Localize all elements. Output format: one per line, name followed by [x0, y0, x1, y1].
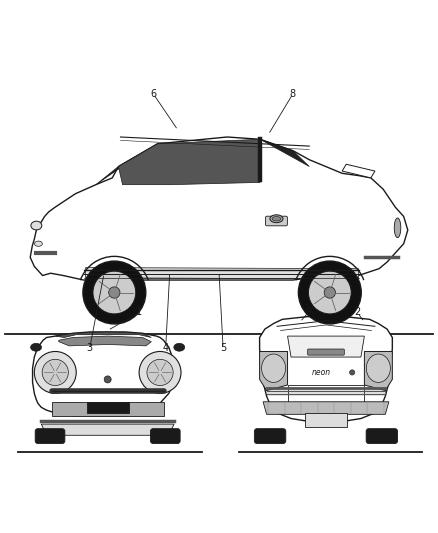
Circle shape [308, 271, 351, 314]
Circle shape [93, 271, 136, 314]
Circle shape [350, 370, 355, 375]
FancyBboxPatch shape [35, 429, 65, 443]
Circle shape [42, 359, 68, 385]
Polygon shape [85, 268, 359, 279]
Polygon shape [87, 402, 129, 413]
Circle shape [34, 351, 76, 393]
Polygon shape [96, 144, 157, 184]
FancyBboxPatch shape [150, 429, 180, 443]
Circle shape [298, 261, 361, 324]
Ellipse shape [270, 215, 283, 223]
Polygon shape [288, 385, 364, 410]
Polygon shape [263, 402, 389, 414]
Circle shape [147, 359, 173, 385]
Ellipse shape [31, 343, 42, 351]
Text: 1: 1 [136, 308, 142, 317]
Ellipse shape [174, 343, 185, 351]
Polygon shape [30, 137, 408, 280]
Polygon shape [288, 336, 364, 357]
Circle shape [109, 287, 120, 298]
Polygon shape [364, 351, 392, 391]
Text: 5: 5 [220, 343, 226, 353]
Polygon shape [118, 139, 260, 184]
Polygon shape [260, 317, 392, 421]
Ellipse shape [272, 216, 281, 221]
Polygon shape [260, 139, 309, 166]
Polygon shape [305, 413, 347, 427]
Polygon shape [260, 351, 288, 391]
Text: 6: 6 [150, 89, 156, 99]
Ellipse shape [31, 221, 42, 230]
Text: 8: 8 [290, 89, 296, 99]
Polygon shape [55, 332, 151, 337]
Ellipse shape [366, 354, 390, 382]
Text: 2: 2 [354, 308, 360, 317]
Polygon shape [52, 402, 163, 416]
Text: 9: 9 [305, 308, 311, 317]
Polygon shape [342, 164, 375, 178]
Polygon shape [258, 137, 262, 182]
Polygon shape [41, 424, 174, 435]
Circle shape [83, 261, 146, 324]
FancyBboxPatch shape [366, 429, 398, 443]
Polygon shape [59, 336, 151, 346]
Text: 4: 4 [162, 343, 169, 353]
Polygon shape [32, 332, 174, 416]
FancyBboxPatch shape [307, 349, 344, 355]
Text: 3: 3 [87, 343, 93, 353]
Circle shape [139, 351, 181, 393]
Ellipse shape [35, 241, 42, 246]
FancyBboxPatch shape [265, 216, 287, 226]
Ellipse shape [261, 354, 286, 382]
Circle shape [104, 376, 111, 383]
FancyBboxPatch shape [254, 429, 286, 443]
Circle shape [324, 287, 336, 298]
Text: neon: neon [312, 368, 331, 377]
Ellipse shape [394, 218, 401, 238]
